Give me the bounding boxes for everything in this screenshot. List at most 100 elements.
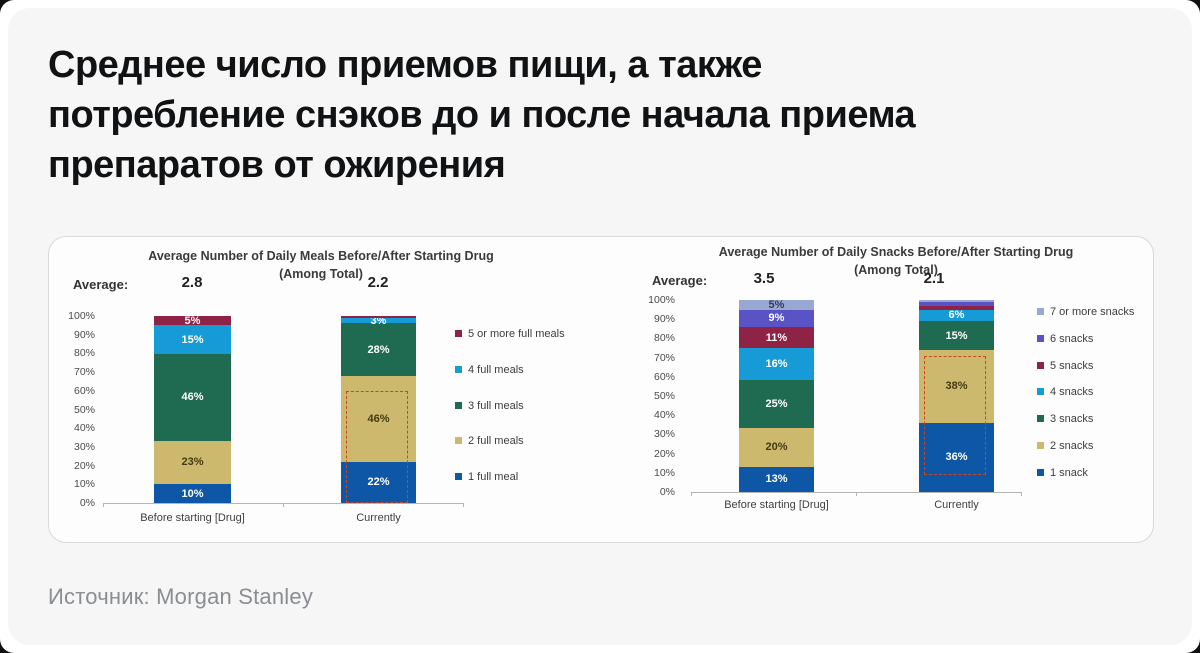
axis-tick [103, 503, 104, 507]
axis-tick [691, 492, 692, 496]
y-axis-label: 50% [73, 403, 95, 416]
y-axis-label: 40% [73, 422, 95, 435]
segment-label: 5% [768, 298, 785, 311]
highlight-box [924, 355, 986, 475]
segment-label: 16% [765, 357, 788, 370]
legend-swatch [455, 330, 462, 337]
bar-segment: 38% [919, 349, 994, 423]
page-card: Среднее число приемов пищи, а также потр… [8, 8, 1192, 645]
y-axis-label: 0% [79, 497, 95, 509]
bar-segment: 36% [919, 422, 994, 492]
legend-swatch [455, 365, 462, 373]
bar-segment [919, 305, 994, 310]
bar-segment: 23% [154, 440, 231, 485]
y-axis-label: 30% [73, 440, 95, 453]
bar-segment: 10% [154, 484, 231, 503]
bar-segment: 46% [154, 353, 231, 441]
segment-label: 36% [945, 451, 968, 464]
bar-segment: 20% [739, 428, 814, 467]
legend-label: 4 snacks [1050, 386, 1094, 399]
bar-segment: 22% [341, 461, 416, 503]
legend-swatch [1037, 468, 1044, 476]
bar-segment [919, 300, 994, 302]
segment-label: 28% [367, 343, 390, 356]
bar-segment: 46% [341, 375, 416, 462]
legend-swatch [1037, 388, 1044, 396]
y-axis-label: 80% [653, 332, 675, 345]
bar-segment: 3% [341, 315, 416, 327]
segment-label: 46% [367, 412, 390, 425]
segment-label: 10% [181, 487, 204, 500]
average-value: 3.5 [753, 270, 775, 287]
legend-label: 5 or more full meals [468, 328, 565, 340]
legend-label: 1 full meal [468, 471, 519, 484]
bar-segment: 28% [341, 323, 416, 376]
legend-swatch [1037, 308, 1044, 315]
legend-label: 7 or more snacks [1050, 306, 1135, 318]
y-axis-label: 40% [653, 409, 675, 422]
y-axis-label: 20% [653, 447, 675, 460]
highlight-box [346, 390, 408, 503]
y-axis-label: 0% [659, 486, 675, 498]
bar-segment: 16% [739, 348, 814, 380]
legend-swatch [1037, 442, 1044, 449]
average-value: 2.1 [923, 270, 945, 287]
bar-segment [341, 316, 416, 318]
segment-label: 25% [765, 397, 788, 410]
segment-label: 22% [367, 476, 390, 489]
y-axis-label: 80% [73, 347, 95, 360]
page-title: Среднее число приемов пищи, а также потр… [48, 40, 1118, 190]
average-label: Average: [652, 273, 708, 288]
x-axis-label: Before starting [Drug] [724, 499, 829, 511]
legend-label: 5 snacks [1050, 359, 1094, 372]
axis-tick [283, 503, 284, 507]
y-axis-label: 70% [73, 366, 95, 379]
y-axis-label: 10% [653, 466, 675, 479]
legend-swatch [1037, 415, 1044, 423]
y-axis-label: 60% [653, 370, 675, 383]
segment-label: 38% [945, 380, 968, 393]
legend-swatch [455, 473, 462, 481]
page-title-line: препаратов от ожирения [48, 144, 506, 186]
chart-subtitle-text: (Among Total) [279, 267, 363, 281]
legend-label: 2 full meals [468, 435, 524, 448]
bar-segment: 5% [154, 314, 231, 327]
legend-label: 1 snack [1050, 466, 1088, 479]
bar-segment: 11% [739, 327, 814, 349]
segment-label: 15% [945, 329, 968, 342]
bar-segment: 25% [739, 379, 814, 428]
average-value: 2.2 [367, 274, 389, 291]
segment-label: 46% [181, 391, 204, 404]
legend-label: 3 snacks [1050, 413, 1094, 426]
segment-label: 13% [765, 473, 788, 486]
legend-swatch [455, 401, 462, 409]
bar-segment: 9% [739, 309, 814, 328]
average-value: 2.8 [181, 274, 203, 291]
y-axis-label: 90% [653, 313, 675, 326]
segment-label: 5% [184, 314, 201, 327]
chart-title-text: Average Number of Daily Snacks Before/Af… [718, 245, 1074, 259]
y-axis-label: 50% [653, 390, 675, 402]
page-title-line: потребление снэков до и после начала при… [48, 94, 916, 136]
bar-segment: 5% [739, 298, 814, 311]
x-axis-label: Before starting [Drug] [140, 512, 245, 524]
segment-label: 23% [181, 456, 204, 469]
bar-segment: 15% [919, 321, 994, 350]
segment-label: 20% [765, 441, 788, 454]
legend-swatch [1037, 334, 1044, 342]
segment-label: 11% [765, 331, 788, 344]
legend-swatch [455, 437, 462, 445]
chart-title: Average Number of Daily Meals Before/Aft… [91, 247, 551, 283]
legend-label: 4 full meals [468, 363, 524, 376]
segment-label: 9% [768, 312, 785, 325]
average-label: Average: [73, 277, 129, 292]
legend-label: 6 snacks [1050, 332, 1094, 345]
chart-title: Average Number of Daily Snacks Before/Af… [661, 243, 1131, 279]
page-title-line: Среднее число приемов пищи, а также [48, 44, 762, 86]
legend-label: 2 snacks [1050, 440, 1094, 452]
y-axis-label: 30% [653, 428, 675, 441]
y-axis-label: 10% [73, 478, 95, 491]
meals-chart: Average Number of Daily Meals Before/Aft… [49, 237, 609, 542]
